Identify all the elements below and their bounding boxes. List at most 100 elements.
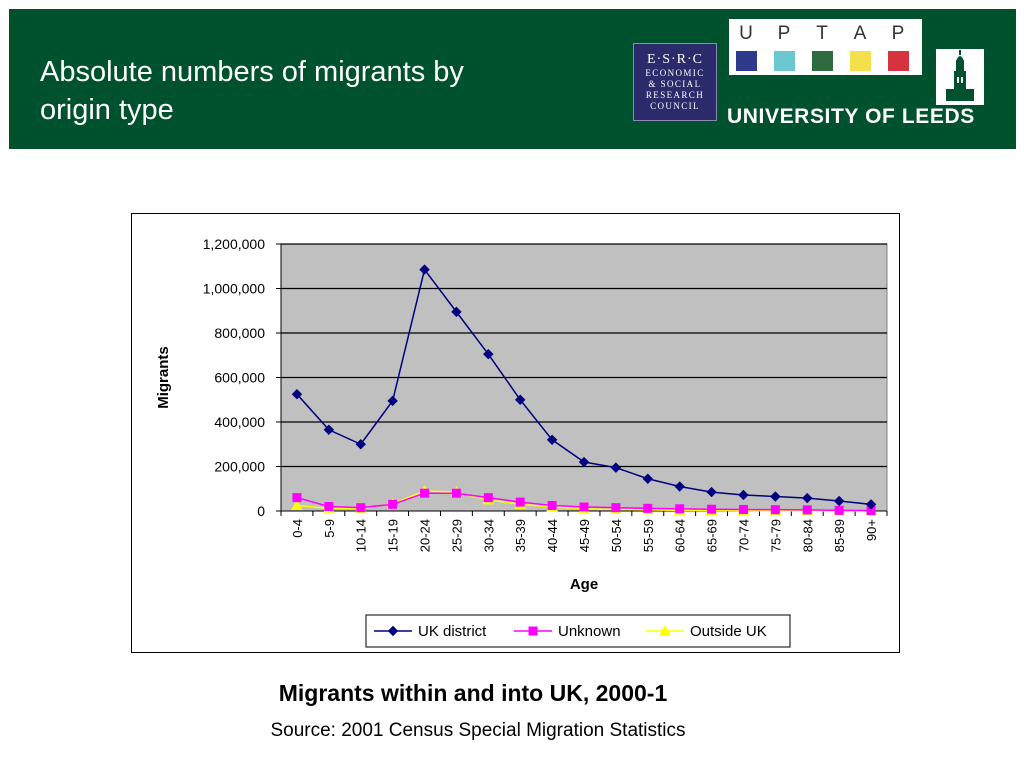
data-point-unknown — [292, 493, 302, 503]
data-point-unknown — [547, 500, 557, 510]
data-point-unknown — [579, 502, 589, 512]
uptap-color-square — [888, 51, 909, 71]
data-point-uk-district — [355, 439, 366, 450]
x-tick-label: 85-89 — [832, 519, 847, 552]
data-point-uk-district — [483, 348, 494, 360]
legend-marker-uk-district — [387, 625, 399, 637]
data-point-unknown — [738, 504, 748, 514]
slide-title: Absolute numbers of migrants by origin t… — [40, 53, 600, 129]
esrc-logo-line: COUNCIL — [650, 101, 700, 111]
data-point-unknown — [356, 503, 366, 513]
data-point-unknown — [451, 488, 461, 498]
esrc-logo-line: & SOCIAL — [648, 79, 702, 89]
data-point-unknown — [675, 504, 685, 514]
uptap-letter: A — [853, 23, 867, 44]
data-point-unknown — [643, 503, 653, 513]
data-point-uk-district — [578, 456, 590, 468]
data-point-uk-district — [706, 486, 717, 498]
x-tick-label: 55-59 — [641, 519, 656, 552]
data-point-uk-district — [451, 306, 462, 318]
uptap-letter: P — [891, 23, 905, 44]
uptap-logo: U P T A P — [729, 19, 922, 75]
legend-label-uk-district: UK district — [418, 623, 487, 640]
y-axis-label: Migrants — [155, 346, 172, 409]
x-axis-label: Age — [570, 576, 598, 593]
x-tick-label: 35-39 — [513, 519, 528, 552]
data-point-unknown — [420, 488, 430, 498]
data-point-unknown — [770, 505, 780, 515]
y-tick-label: 200,000 — [214, 459, 265, 475]
uptap-letter: T — [816, 23, 828, 44]
esrc-logo: E·S·R·C ECONOMIC & SOCIAL RESEARCH COUNC… — [633, 43, 717, 121]
x-tick-label: 40-44 — [545, 519, 560, 552]
data-point-uk-district — [865, 499, 877, 510]
header-bar: Absolute numbers of migrants by origin t… — [9, 9, 1016, 149]
x-tick-label: 30-34 — [481, 519, 496, 552]
legend-marker-unknown — [528, 626, 538, 636]
x-tick-label: 60-64 — [673, 519, 688, 552]
data-point-uk-district — [387, 395, 398, 407]
data-point-unknown — [611, 503, 621, 513]
x-tick-label: 25-29 — [449, 519, 464, 552]
uptap-letter: U — [739, 23, 753, 44]
esrc-logo-line: ECONOMIC — [645, 68, 705, 78]
data-point-unknown — [515, 497, 525, 507]
legend-label-outside-uk: Outside UK — [690, 623, 767, 640]
x-tick-label: 5-9 — [322, 519, 337, 538]
y-tick-label: 400,000 — [214, 414, 265, 430]
migrants-line-chart: 0 200,000 400,000 600,000 800,000 1,000,000 1,… — [155, 236, 888, 648]
legend-box — [365, 614, 791, 648]
uptap-color-square — [850, 51, 871, 71]
data-point-uk-district — [802, 492, 813, 504]
x-tick-label: 50-54 — [609, 519, 624, 552]
data-point-unknown — [707, 504, 717, 514]
data-point-uk-district — [642, 473, 653, 484]
uptap-letter: P — [777, 23, 791, 44]
uptap-color-square — [736, 51, 757, 71]
source-note: Source: 2001 Census Special Migration St… — [270, 720, 686, 741]
uptap-color-square — [774, 51, 795, 71]
uptap-color-square — [812, 51, 833, 71]
slide-title-line2: origin type — [40, 94, 174, 126]
chart-caption: Migrants within and into UK, 2000-1 — [278, 680, 668, 706]
slide-title-line1: Absolute numbers of migrants by — [40, 56, 464, 88]
data-point-unknown — [834, 505, 844, 515]
esrc-logo-acronym: E·S·R·C — [647, 52, 703, 67]
x-tick-label: 20-24 — [418, 519, 433, 552]
esrc-logo-line: RESEARCH — [645, 90, 705, 100]
data-point-unknown — [324, 502, 334, 512]
x-tick-label: 70-74 — [736, 519, 751, 552]
x-tick-label: 65-69 — [705, 519, 720, 552]
y-tick-label: 0 — [257, 503, 265, 519]
data-point-uk-district — [291, 388, 303, 400]
data-point-uk-district — [833, 495, 845, 507]
data-point-outside-uk — [291, 499, 303, 510]
data-point-uk-district — [546, 434, 558, 446]
data-point-uk-district — [515, 394, 526, 405]
leeds-tower-crest-icon — [936, 49, 984, 105]
data-point-unknown — [388, 499, 398, 509]
data-point-uk-district — [610, 462, 622, 473]
data-point-uk-district — [770, 491, 781, 502]
x-tick-label: 0-4 — [290, 519, 305, 538]
data-point-unknown — [802, 505, 812, 515]
legend-label-unknown: Unknown — [558, 623, 621, 640]
x-tick-label: 75-79 — [768, 519, 783, 552]
y-tick-label: 1,000,000 — [203, 281, 265, 297]
data-point-uk-district — [419, 264, 430, 275]
y-tick-label: 600,000 — [214, 370, 265, 386]
legend-marker-outside-uk — [659, 624, 671, 636]
data-point-uk-district — [674, 481, 685, 492]
x-tick-label: 45-49 — [577, 519, 592, 552]
x-tick-label: 15-19 — [386, 519, 401, 552]
data-point-uk-district — [738, 489, 749, 501]
chart-container: 0 200,000 400,000 600,000 800,000 1,000,000 1,… — [131, 213, 900, 653]
data-point-uk-district — [323, 424, 335, 435]
x-tick-label: 80-84 — [800, 519, 815, 552]
university-of-leeds-wordmark: UNIVERSITY OF LEEDS — [727, 105, 975, 128]
data-point-unknown — [483, 493, 493, 503]
x-tick-label: 10-14 — [354, 519, 369, 552]
y-tick-label: 1,200,000 — [203, 236, 265, 252]
x-tick-label: 90+ — [864, 519, 879, 541]
y-tick-label: 800,000 — [214, 325, 265, 341]
